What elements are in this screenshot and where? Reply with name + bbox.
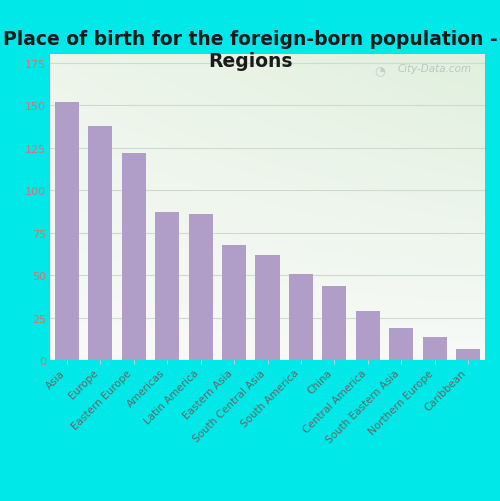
Bar [322, 286, 346, 361]
Bar [188, 215, 212, 361]
Bar [356, 312, 380, 361]
Bar [256, 256, 280, 361]
Bar [222, 245, 246, 361]
Bar [289, 274, 313, 361]
Text: Place of birth for the foreign-born population -
Regions: Place of birth for the foreign-born popu… [2, 30, 498, 71]
Bar [54, 103, 79, 361]
Bar [456, 349, 480, 361]
Text: City-Data.com: City-Data.com [398, 64, 472, 74]
Bar [155, 213, 179, 361]
Bar [390, 329, 413, 361]
Text: ◔: ◔ [374, 64, 385, 77]
Bar [122, 154, 146, 361]
Bar [423, 337, 447, 361]
Bar [88, 126, 112, 361]
